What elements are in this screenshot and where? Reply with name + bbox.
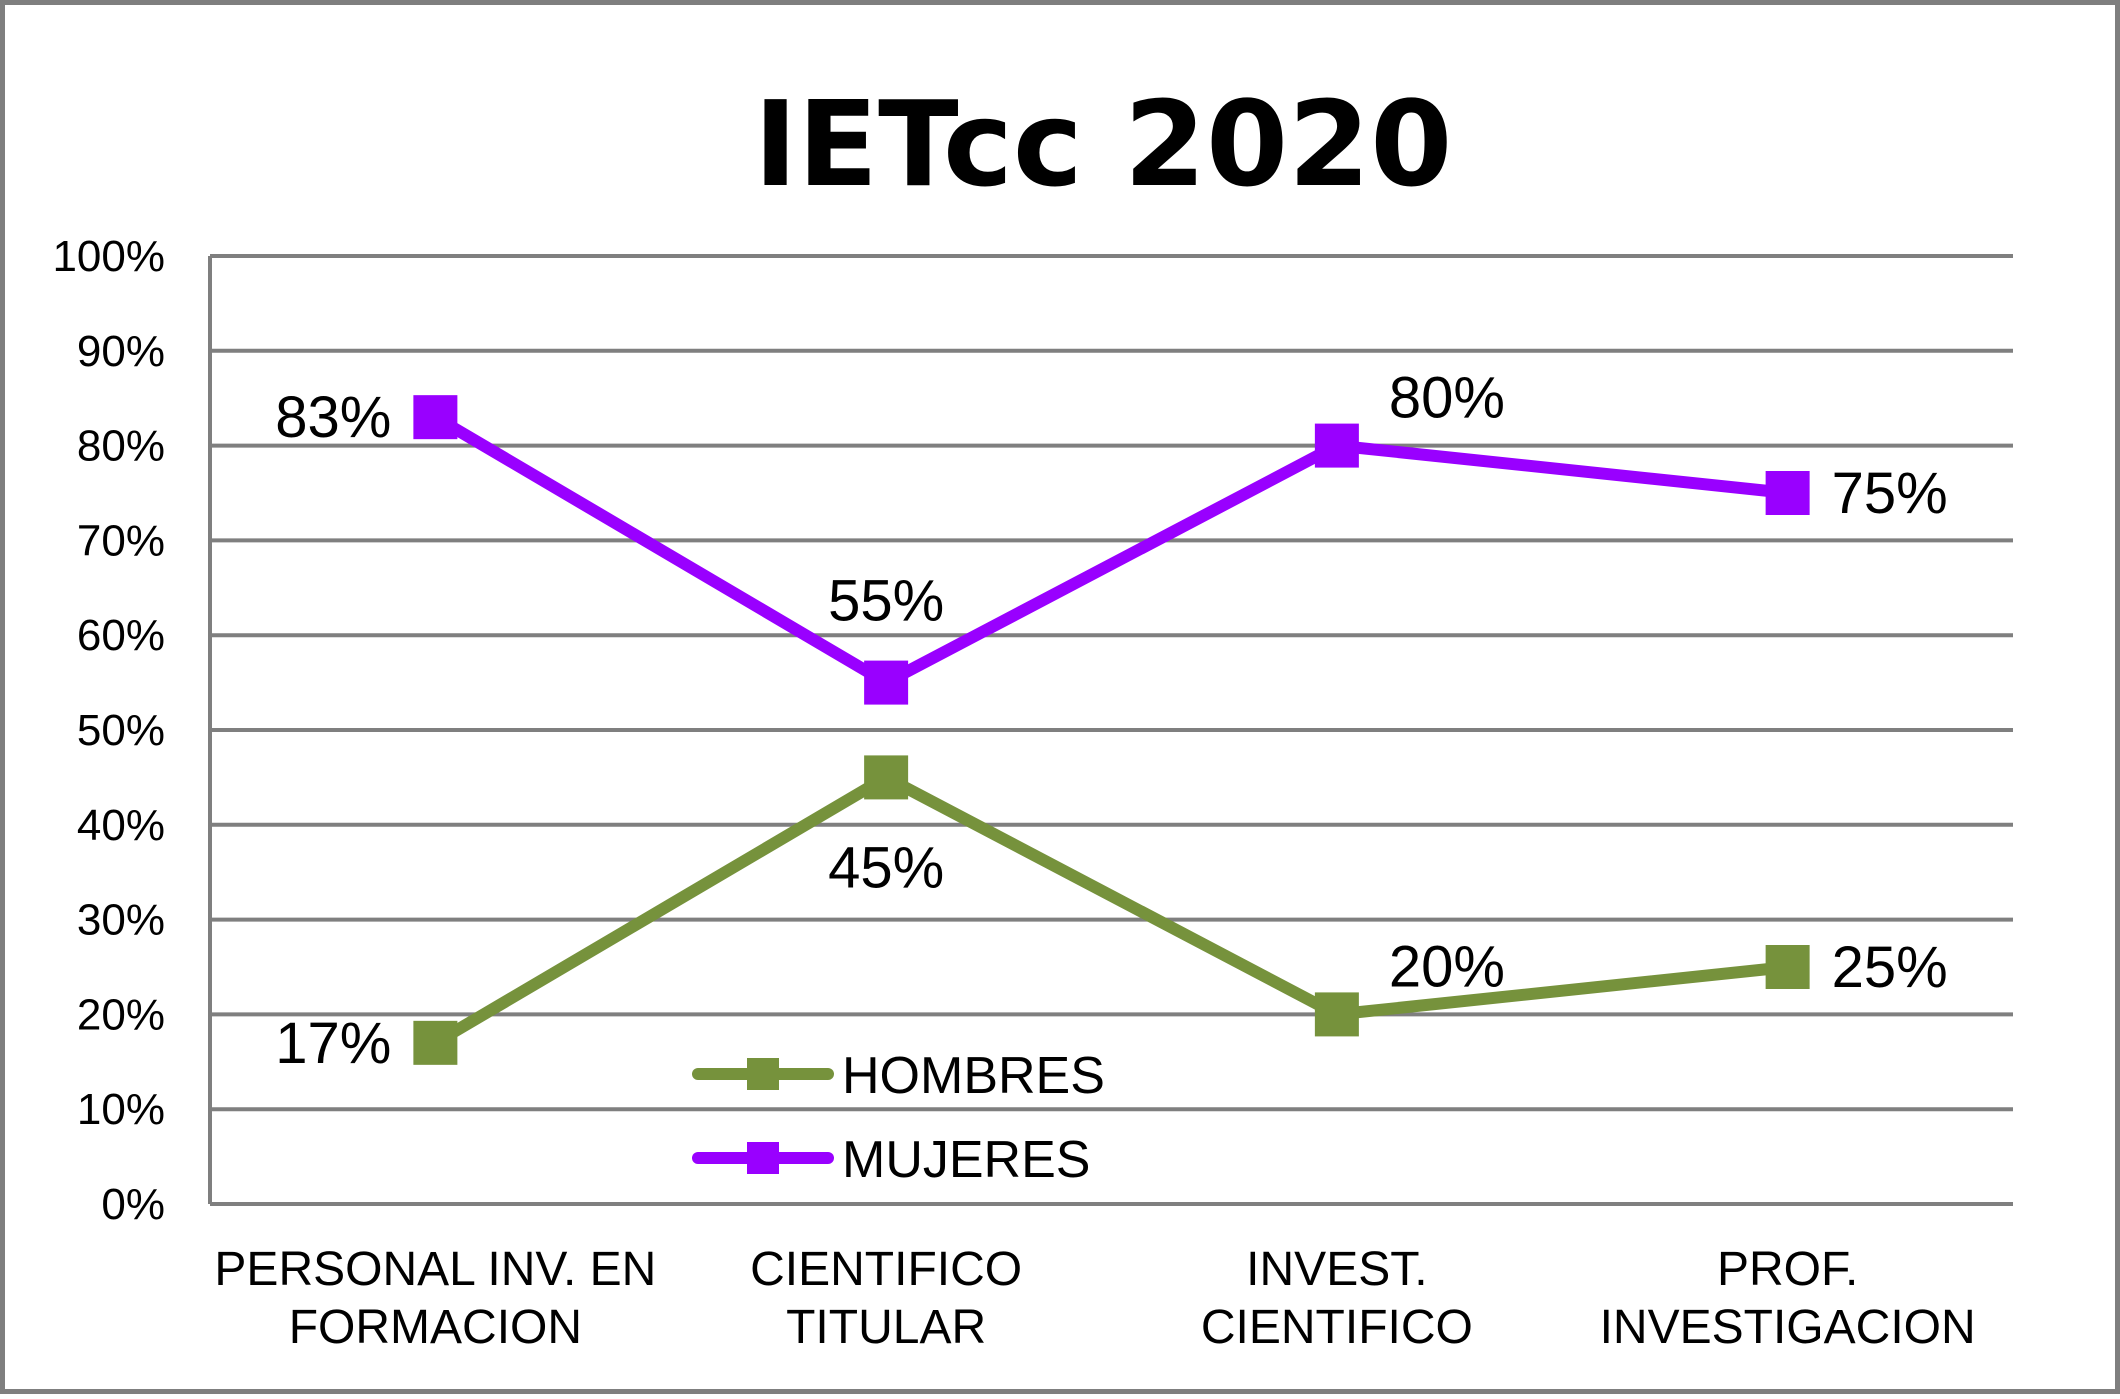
y-tick-label: 30% bbox=[77, 896, 165, 945]
data-point-marker bbox=[413, 395, 458, 440]
series-line bbox=[429, 411, 1794, 689]
y-tick-label: 20% bbox=[77, 990, 165, 1039]
y-tick-label: 60% bbox=[77, 611, 165, 660]
y-tick-label: 100% bbox=[52, 232, 165, 281]
x-category-label-line: INVESTIGACION bbox=[1600, 1301, 1976, 1354]
legend-swatch-marker bbox=[747, 1058, 779, 1090]
x-category-label-line: CIENTIFICO bbox=[1201, 1301, 1473, 1354]
y-axis-ticks: 0% 10% 20% 30% 40% 50% 60% 70% 80% 90% 100% bbox=[52, 232, 165, 1229]
chart-title: IETcc 2020 bbox=[754, 75, 1453, 213]
legend-item-hombres: HOMBRES bbox=[692, 1047, 1105, 1105]
data-label: 55% bbox=[828, 569, 944, 634]
data-point-marker bbox=[1314, 423, 1359, 468]
series-mujeres bbox=[413, 395, 1810, 705]
data-point-marker bbox=[1765, 945, 1810, 989]
y-tick-label: 10% bbox=[77, 1085, 165, 1134]
y-tick-label: 90% bbox=[77, 327, 165, 376]
data-point-marker bbox=[864, 755, 909, 800]
y-tick-label: 40% bbox=[77, 801, 165, 850]
legend-label: MUJERES bbox=[842, 1131, 1090, 1189]
y-tick-label: 70% bbox=[77, 516, 165, 565]
x-category-label-line: FORMACION bbox=[289, 1301, 582, 1354]
y-tick-label: 0% bbox=[101, 1180, 165, 1229]
series-lines bbox=[413, 395, 1810, 1065]
x-category-label-line: PROF. bbox=[1717, 1243, 1858, 1296]
data-point-marker bbox=[864, 660, 909, 705]
data-label: 45% bbox=[828, 835, 944, 900]
legend-label: HOMBRES bbox=[842, 1047, 1105, 1105]
series-line bbox=[429, 771, 1794, 1049]
data-point-marker bbox=[1314, 992, 1359, 1037]
y-tick-label: 50% bbox=[77, 706, 165, 755]
data-label: 25% bbox=[1832, 935, 1948, 1000]
gridlines bbox=[208, 254, 2013, 1206]
x-category-label-line: PERSONAL INV. EN bbox=[214, 1243, 656, 1296]
data-label: 83% bbox=[275, 385, 391, 450]
x-category-label-line: TITULAR bbox=[786, 1301, 986, 1354]
data-label: 17% bbox=[275, 1011, 391, 1076]
legend: HOMBRES MUJERES bbox=[692, 1047, 1105, 1189]
x-category-label: CIENTIFICO TITULAR bbox=[750, 1243, 1022, 1354]
x-category-label: PERSONAL INV. EN FORMACION bbox=[214, 1243, 656, 1354]
legend-swatch-marker bbox=[747, 1142, 779, 1174]
data-label: 75% bbox=[1832, 461, 1948, 526]
data-point-marker bbox=[1765, 471, 1810, 515]
legend-item-mujeres: MUJERES bbox=[692, 1131, 1090, 1189]
x-category-label-line: INVEST. bbox=[1246, 1243, 1427, 1296]
x-category-label: INVEST. CIENTIFICO bbox=[1201, 1243, 1473, 1354]
y-tick-label: 80% bbox=[77, 422, 165, 471]
data-label: 80% bbox=[1389, 366, 1505, 431]
data-labels: 17% 45% 20% 25% 83% 55% 80% 75% bbox=[275, 366, 1947, 1076]
data-point-marker bbox=[413, 1020, 458, 1065]
x-category-label-line: CIENTIFICO bbox=[750, 1243, 1022, 1296]
x-category-label: PROF. INVESTIGACION bbox=[1600, 1243, 1976, 1354]
line-chart: IETcc 2020 0% 10% 20% 30% 40% 50% 60% 70% 80% 90%… bbox=[52, 75, 2013, 1354]
series-hombres bbox=[413, 755, 1810, 1065]
data-label: 20% bbox=[1389, 934, 1505, 999]
